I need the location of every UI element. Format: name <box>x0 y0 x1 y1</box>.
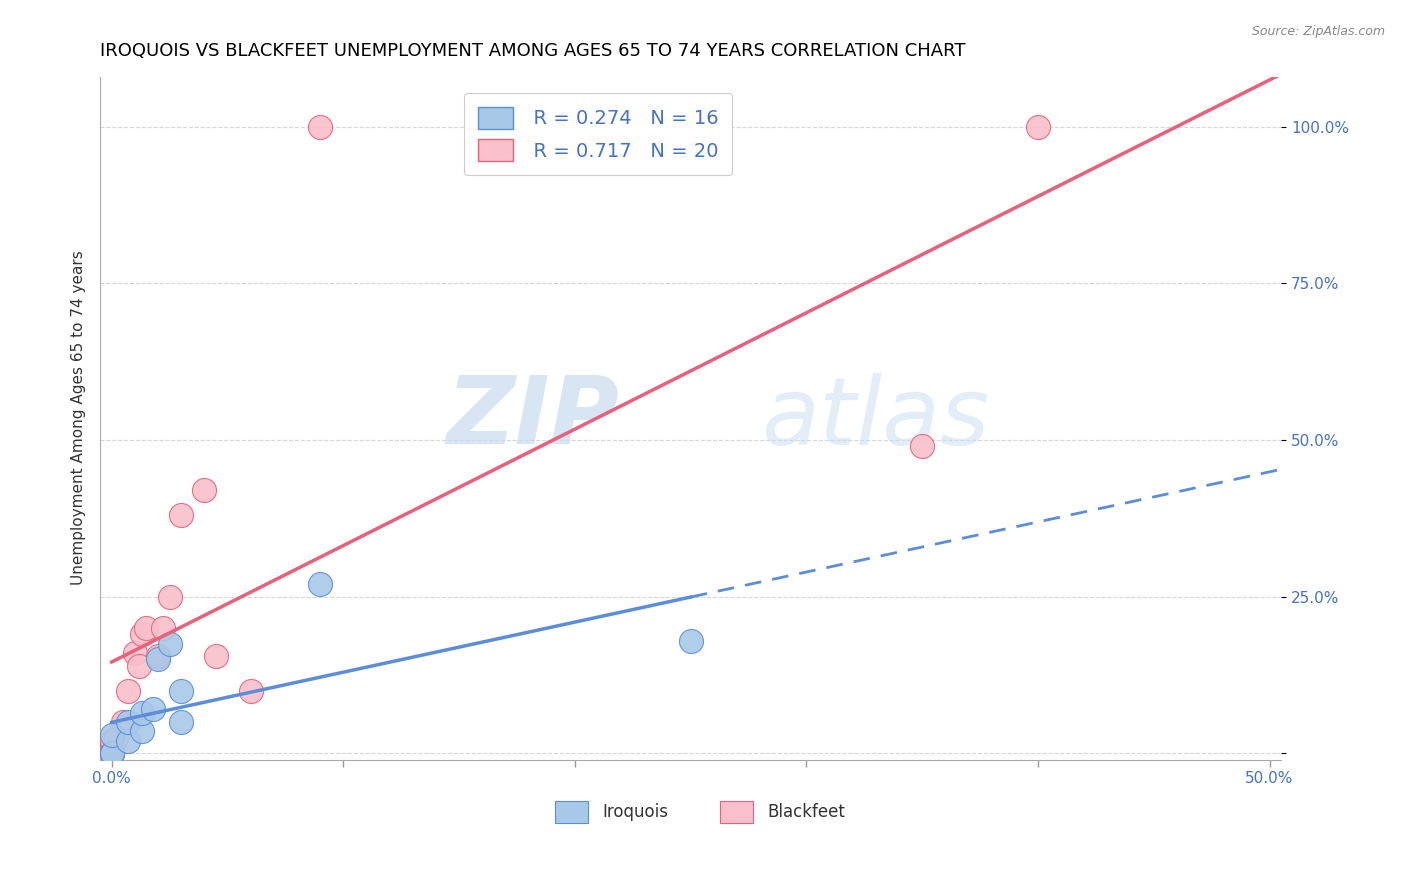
Point <box>170 683 193 698</box>
Point <box>152 621 174 635</box>
Point <box>1026 120 1049 134</box>
Point <box>911 439 934 453</box>
Point <box>146 649 169 664</box>
Point <box>309 120 332 134</box>
Point <box>100 733 122 747</box>
Point <box>679 633 702 648</box>
Point <box>112 714 135 729</box>
Point <box>205 649 228 664</box>
Text: IROQUOIS VS BLACKFEET UNEMPLOYMENT AMONG AGES 65 TO 74 YEARS CORRELATION CHART: IROQUOIS VS BLACKFEET UNEMPLOYMENT AMONG… <box>100 42 966 60</box>
Point <box>124 646 146 660</box>
Text: ZIP: ZIP <box>447 372 620 464</box>
Text: Source: ZipAtlas.com: Source: ZipAtlas.com <box>1251 25 1385 38</box>
Point <box>100 747 122 761</box>
Point <box>100 747 122 761</box>
Point <box>100 747 122 761</box>
Point <box>117 683 139 698</box>
Point <box>131 627 153 641</box>
Point <box>135 621 157 635</box>
FancyBboxPatch shape <box>720 801 754 823</box>
FancyBboxPatch shape <box>555 801 588 823</box>
Point <box>159 637 181 651</box>
Legend:   R = 0.274   N = 16,   R = 0.717   N = 20: R = 0.274 N = 16, R = 0.717 N = 20 <box>464 93 731 175</box>
Point <box>131 724 153 739</box>
Point <box>100 747 122 761</box>
Text: Iroquois: Iroquois <box>602 803 668 822</box>
Point <box>100 747 122 761</box>
Point <box>128 658 150 673</box>
Point <box>105 731 128 745</box>
Point <box>309 577 332 591</box>
Point <box>100 740 122 755</box>
Point <box>100 727 122 741</box>
Point <box>193 483 215 498</box>
Text: atlas: atlas <box>762 373 990 464</box>
Point <box>117 714 139 729</box>
Point <box>131 706 153 720</box>
Point <box>117 733 139 747</box>
Point <box>142 702 165 716</box>
Text: Blackfeet: Blackfeet <box>768 803 845 822</box>
Point <box>239 683 262 698</box>
Point <box>170 508 193 523</box>
Point <box>170 714 193 729</box>
Point <box>159 590 181 604</box>
Y-axis label: Unemployment Among Ages 65 to 74 years: Unemployment Among Ages 65 to 74 years <box>72 251 86 585</box>
Point <box>146 652 169 666</box>
